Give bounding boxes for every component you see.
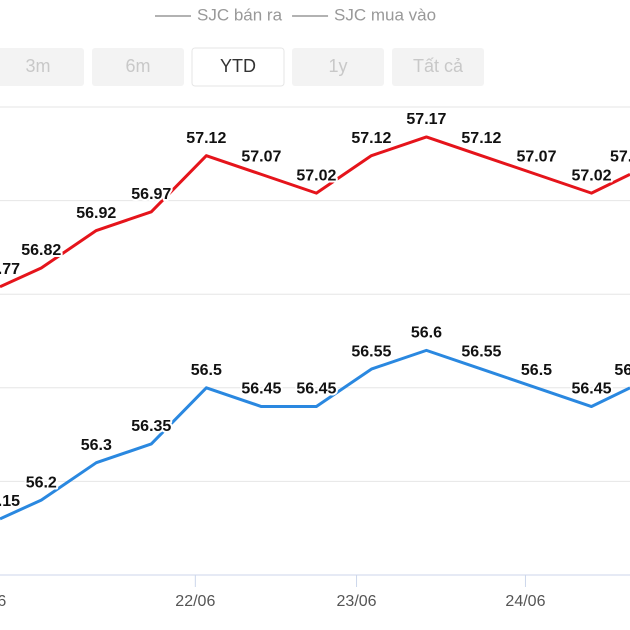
data-label: 57.07 — [241, 149, 281, 166]
x-tick-label: 21/06 — [0, 593, 6, 610]
range-button[interactable] — [392, 48, 484, 86]
range-button-label[interactable]: 1y — [328, 56, 347, 76]
data-label: 57.12 — [461, 130, 501, 147]
x-tick-label: 24/06 — [505, 593, 545, 610]
legend-label: SJC mua vào — [334, 5, 436, 24]
data-label: 56.97 — [131, 186, 171, 203]
data-label: 56.2 — [26, 474, 57, 491]
data-label: 57.17 — [406, 111, 446, 128]
data-label: 56.45 — [571, 381, 611, 398]
data-label: 56.82 — [21, 242, 61, 259]
data-label: 57.02 — [296, 167, 336, 184]
data-label: 56.5 — [521, 362, 552, 379]
range-button-label[interactable]: YTD — [220, 56, 256, 76]
range-button-label[interactable]: 6m — [125, 56, 150, 76]
data-label: 56.6 — [411, 325, 442, 342]
data-label: 56.45 — [241, 381, 281, 398]
legend-label: SJC bán ra — [197, 5, 283, 24]
range-button[interactable] — [191, 47, 285, 87]
x-tick-label: 22/06 — [175, 593, 215, 610]
data-label: 57.07 — [610, 149, 630, 166]
data-label: 57.12 — [351, 130, 391, 147]
data-label: 56.15 — [0, 493, 20, 510]
data-label: 56.45 — [296, 381, 336, 398]
data-label: 56.77 — [0, 261, 20, 278]
data-label: 57.07 — [516, 149, 556, 166]
data-label: 56.5 — [191, 362, 222, 379]
data-label: 56.3 — [81, 437, 112, 454]
range-button-label[interactable]: Tất cả — [413, 56, 464, 76]
data-label: 56.55 — [351, 343, 391, 360]
series-line — [0, 135, 630, 289]
data-label: 56.5 — [614, 362, 630, 379]
data-label: 56.55 — [461, 343, 501, 360]
range-button[interactable] — [92, 48, 184, 86]
data-label: 57.02 — [571, 167, 611, 184]
range-button-label[interactable]: 3m — [25, 56, 50, 76]
data-label: 56.92 — [76, 205, 116, 222]
data-label: 56.35 — [131, 418, 171, 435]
range-button[interactable] — [292, 48, 384, 86]
series-line — [0, 348, 630, 521]
range-button[interactable] — [0, 48, 84, 86]
x-tick-label: 23/06 — [337, 593, 377, 610]
data-label: 57.12 — [186, 130, 226, 147]
